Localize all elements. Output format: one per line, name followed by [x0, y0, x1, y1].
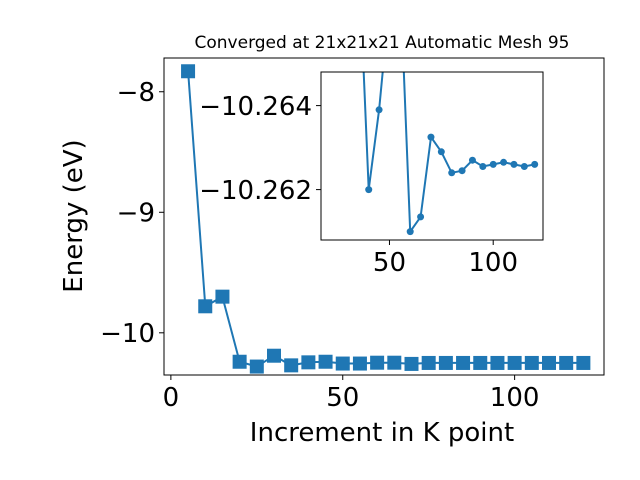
main-data-point: [542, 355, 556, 370]
main-data-point: [181, 64, 196, 79]
main-data-point: [507, 355, 522, 370]
main-data-point: [284, 358, 299, 373]
inset-data-point: [510, 160, 518, 168]
main-plot-frame: [163, 57, 605, 376]
main-data-point: [490, 355, 505, 370]
y-axis-label: Energy (eV): [59, 139, 89, 292]
main-data-point: [438, 355, 453, 370]
main-data-point: [524, 355, 539, 370]
main-data-point: [335, 356, 350, 371]
inset-y-ticks: −10.264 −10.262: [199, 92, 321, 206]
inset-chart: 50 100 −10.264 −10.262: [199, 71, 544, 278]
inset-data-point: [448, 169, 456, 177]
inset-plot-frame: [320, 71, 544, 241]
main-data-point: [387, 355, 402, 370]
inset-y-tick-label: −10.262: [199, 176, 312, 206]
inset-data-point: [458, 167, 466, 175]
inset-data-point: [437, 148, 445, 156]
inset-data-point: [520, 163, 528, 170]
main-data-point: [318, 354, 333, 369]
main-data-point: [370, 355, 385, 370]
main-data-point: [404, 356, 419, 371]
main-x-tick-label: 0: [163, 383, 180, 413]
inset-data-point: [417, 213, 425, 221]
main-x-ticks: 0 50 100: [163, 375, 540, 413]
main-data-point: [249, 359, 264, 374]
main-x-tick-label: 50: [326, 383, 359, 413]
main-data-point: [473, 355, 488, 370]
main-data-point: [198, 299, 213, 314]
main-data-point: [352, 356, 367, 371]
inset-data-point: [427, 133, 435, 141]
inset-x-tick-label: 50: [373, 248, 406, 278]
x-axis-label: Increment in K point: [250, 418, 514, 448]
main-data-point: [576, 355, 591, 370]
main-data-point: [267, 348, 281, 363]
inset-plot-area: [321, 72, 543, 240]
inset-x-ticks: 50 100: [373, 240, 518, 278]
main-y-tick-label: −10: [100, 319, 155, 349]
inset-data-point: [489, 160, 497, 168]
main-y-tick-label: −9: [117, 199, 155, 229]
main-series: [181, 64, 591, 374]
inset-data-point: [500, 158, 508, 166]
main-data-point: [456, 355, 471, 370]
inset-data-point: [406, 228, 414, 236]
main-data-point: [215, 289, 230, 304]
main-data-point: [559, 355, 574, 370]
inset-data-point: [365, 186, 373, 194]
inset-series: [362, 72, 539, 236]
inset-data-point: [468, 156, 476, 164]
main-data-point: [232, 354, 247, 369]
main-y-ticks: −8 −9 −10: [100, 78, 164, 349]
main-data-point: [421, 355, 436, 370]
inset-data-point: [479, 163, 487, 170]
main-data-point: [301, 355, 316, 370]
main-y-tick-label: −8: [117, 78, 155, 108]
chart-title: Converged at 21x21x21 Automatic Mesh 95: [195, 33, 570, 53]
inset-data-point: [375, 106, 383, 114]
inset-x-tick-label: 100: [468, 248, 518, 278]
inset-data-point: [531, 160, 539, 168]
main-x-tick-label: 100: [490, 383, 540, 413]
inset-y-tick-label: −10.264: [199, 92, 312, 122]
